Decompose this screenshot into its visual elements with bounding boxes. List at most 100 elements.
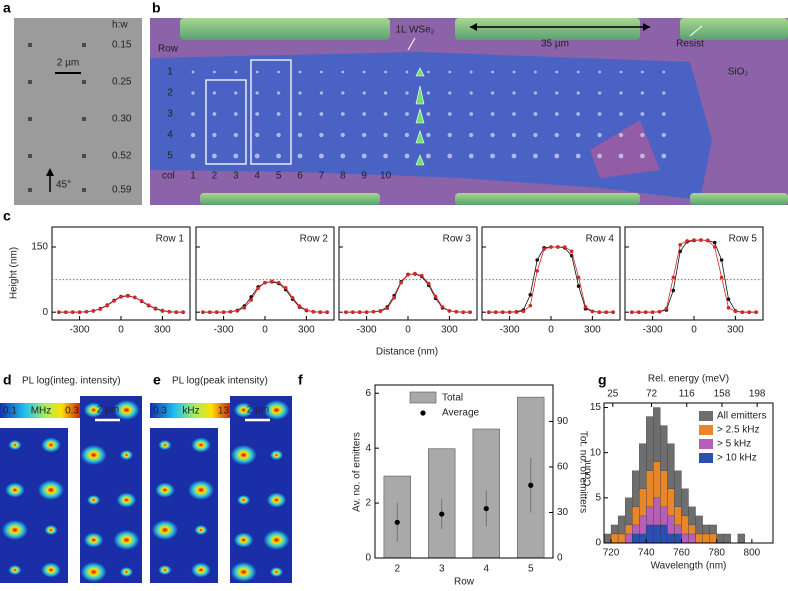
height-point (119, 295, 123, 299)
emitter-spot (263, 400, 290, 420)
y2-tick-label: 90 (557, 416, 569, 427)
panel-label: b (152, 0, 161, 16)
panel-title: PL log(peak intensity) (172, 376, 268, 387)
pillar (255, 112, 260, 116)
height-point (84, 309, 89, 314)
height-point (385, 306, 390, 311)
pillar (554, 153, 560, 159)
emitter-spot (1, 520, 28, 540)
scale-label: 2 µm (57, 58, 79, 69)
emitter-spot (41, 562, 61, 578)
histogram-bar (603, 533, 612, 544)
pillar (490, 132, 495, 138)
colorbar-label: 13 (218, 406, 230, 417)
resist-pad (180, 18, 390, 40)
pillar (598, 70, 601, 74)
pillar (426, 112, 431, 116)
height-point (160, 308, 165, 313)
height-point (126, 294, 130, 298)
scale-label: 2 µm (97, 405, 119, 416)
height-point (77, 310, 82, 314)
pillar (384, 70, 387, 74)
row-label: 2 (167, 88, 173, 99)
pillar (383, 112, 388, 116)
legend-swatch (409, 391, 437, 404)
plot-frame (603, 402, 774, 544)
emitter-spot (233, 402, 254, 418)
pillar (361, 153, 367, 159)
pillar (661, 132, 666, 138)
emitter-spot (263, 530, 290, 550)
height-point (325, 310, 329, 314)
pillar (512, 112, 516, 116)
angle-label: 45° (56, 180, 71, 191)
chart-title: Row 2 (300, 234, 329, 245)
pillar (319, 91, 324, 95)
pillar (426, 91, 431, 95)
pillar (448, 91, 452, 95)
pillar (213, 70, 216, 74)
legend-swatch (699, 425, 713, 435)
histogram-bar (723, 533, 731, 544)
ratio-label: 0.30 (112, 114, 132, 125)
x-axis-label: Row (454, 577, 475, 588)
chart-title: Row 1 (156, 234, 185, 245)
ratio-header: h:w (112, 20, 128, 31)
height-point (604, 310, 608, 314)
emitter-spot (8, 565, 22, 575)
resist-pad (200, 193, 380, 205)
height-point (678, 243, 682, 247)
legend-label: > 5 kHz (717, 439, 751, 450)
row-label: 1 (167, 67, 173, 78)
height-point (133, 295, 137, 300)
emitter-spot (116, 492, 137, 508)
ratio-label: 0.15 (112, 40, 132, 51)
height-point (461, 310, 466, 314)
pillar (233, 132, 238, 138)
emitter-spot (87, 495, 101, 505)
pillar (28, 154, 32, 158)
y-tick-label: 6 (365, 388, 371, 399)
height-point (528, 303, 533, 308)
bubble (415, 85, 425, 105)
selection-box (250, 59, 292, 165)
x-tick-label: 780 (708, 548, 725, 559)
height-point (556, 245, 560, 249)
height-point (630, 310, 634, 314)
pillar (490, 91, 495, 95)
pillar (597, 91, 602, 95)
pillar (447, 112, 452, 116)
pillar (618, 153, 624, 159)
height-point (719, 258, 724, 262)
emitter-spot (194, 525, 208, 535)
pillar (191, 112, 195, 116)
height-point (256, 286, 260, 291)
pillar (469, 132, 474, 138)
panel-label: d (3, 372, 12, 388)
height-point (535, 269, 539, 273)
pillar (447, 153, 453, 159)
histogram-bar (624, 533, 633, 544)
pillar (661, 153, 667, 159)
pillar (618, 132, 624, 138)
x2-tick-label: 72 (646, 389, 658, 400)
pl-map (230, 396, 292, 583)
emitter-spot (113, 530, 140, 550)
colorbar-label: kHz (182, 406, 199, 417)
x-tick-label: 5 (528, 564, 534, 575)
height-point (311, 309, 316, 314)
colorbar (0, 403, 82, 418)
height-point (671, 288, 676, 293)
y-axis-label: Av. no. of emitters (352, 432, 363, 512)
panel-label: e (153, 372, 161, 388)
pillar (404, 132, 410, 138)
pillar (341, 70, 345, 74)
legend-swatch (699, 411, 713, 421)
scale-label: 2 µm (247, 405, 269, 416)
height-point (70, 310, 75, 314)
height-point (351, 310, 355, 314)
height-point (440, 305, 445, 309)
col-label: 2 (212, 171, 218, 182)
height-point (712, 245, 717, 249)
